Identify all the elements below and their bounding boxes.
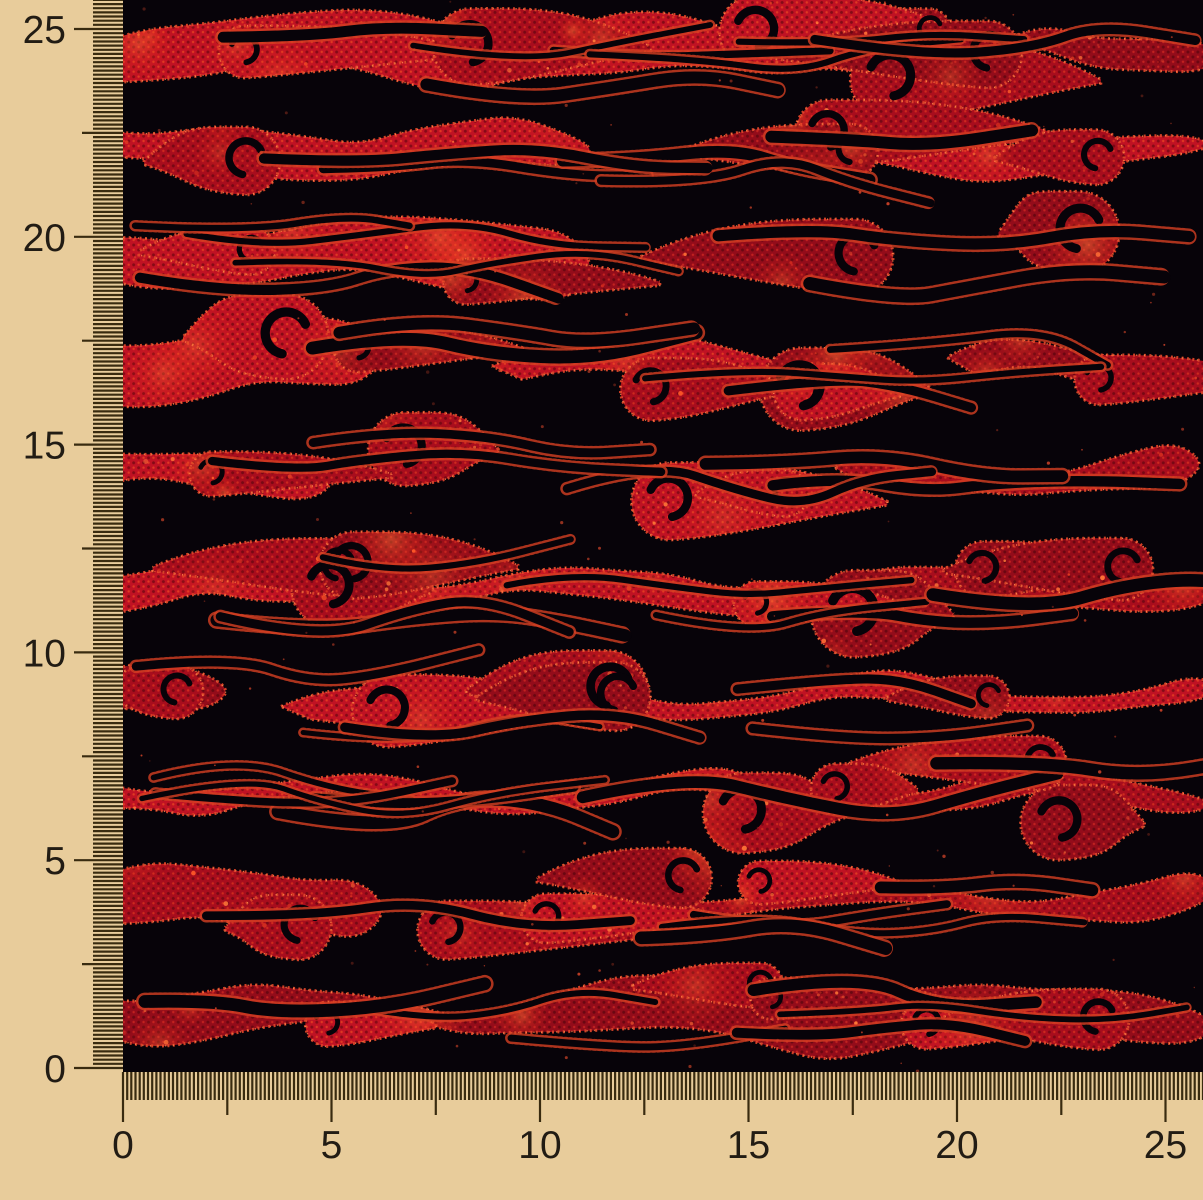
fabric (123, 0, 1203, 1072)
left-ruler-ticks (74, 0, 123, 1070)
left-ruler-label: 0 (44, 1048, 66, 1091)
bottom-ruler-label: 15 (727, 1124, 770, 1167)
bottom-ruler-label: 10 (518, 1124, 561, 1167)
bottom-ruler-label: 20 (935, 1124, 978, 1167)
left-ruler-label: 5 (44, 840, 66, 883)
left-ruler: 0 5 10 15 20 25 (23, 0, 123, 1091)
left-ruler-label: 15 (23, 425, 66, 468)
glitter-sparkles (133, 0, 1196, 1072)
left-ruler-label: 10 (23, 632, 66, 675)
bottom-ruler-label: 25 (1144, 1124, 1187, 1167)
left-ruler-labels: 0 5 10 15 20 25 (23, 9, 66, 1091)
left-ruler-label: 20 (23, 217, 66, 260)
bottom-ruler-label: 5 (321, 1124, 343, 1167)
left-ruler-label: 25 (23, 9, 66, 52)
bottom-ruler-label: 0 (112, 1124, 134, 1167)
bottom-ruler-labels: 0 5 10 15 20 25 (112, 1124, 1187, 1167)
bottom-ruler: 0 5 10 15 20 25 (112, 1072, 1203, 1167)
flame-details (129, 5, 1203, 1053)
bottom-ruler-ticks (121, 1072, 1203, 1122)
